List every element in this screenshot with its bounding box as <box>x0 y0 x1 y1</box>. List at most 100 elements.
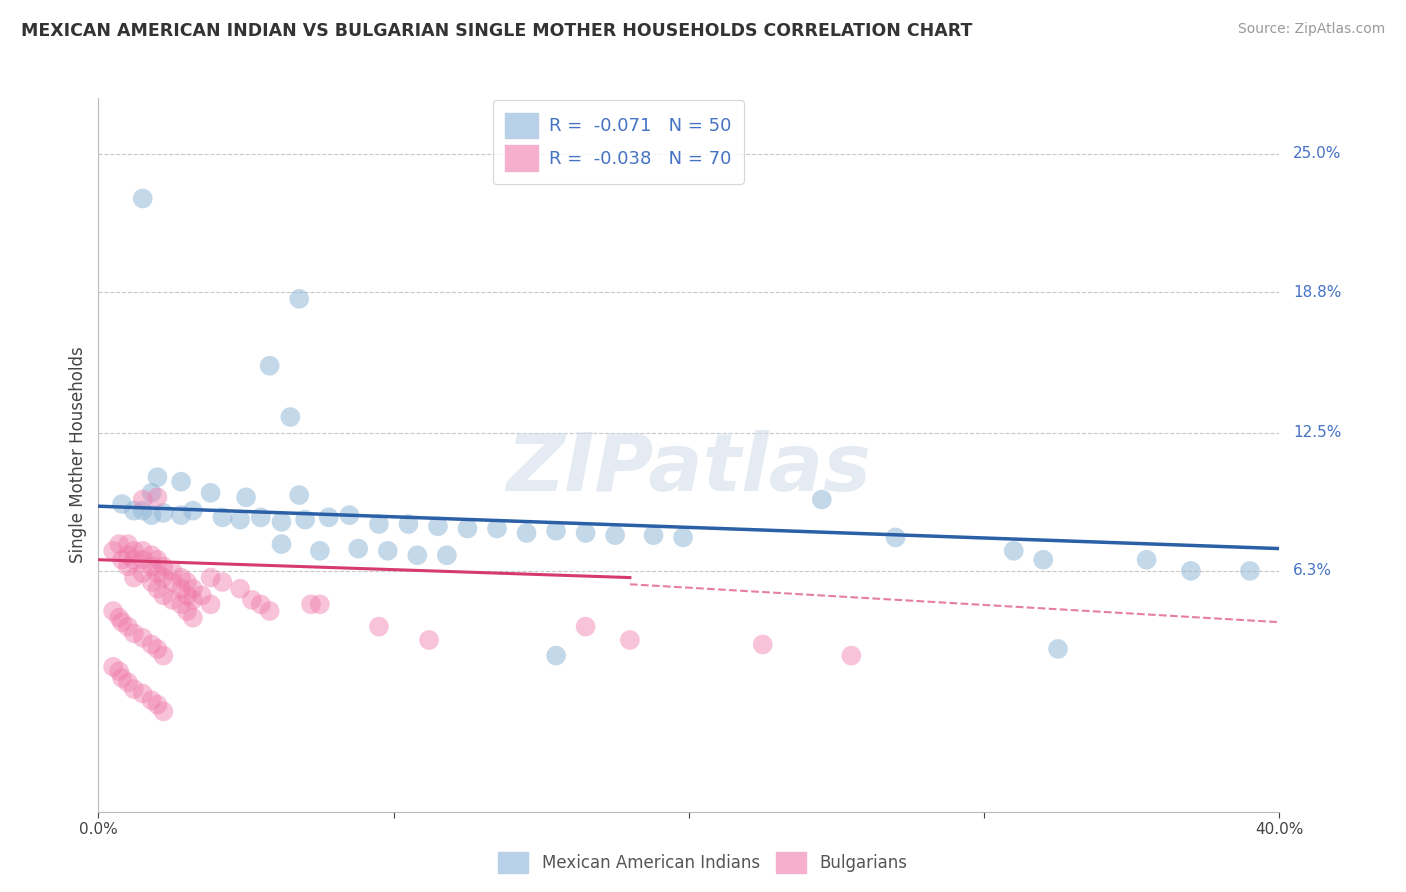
Point <box>117 537 139 551</box>
Point <box>396 516 419 531</box>
Point <box>111 671 134 685</box>
Point <box>337 508 360 523</box>
Point <box>259 604 281 618</box>
Point <box>108 664 131 679</box>
Point <box>368 619 391 633</box>
Point <box>436 548 458 563</box>
Point <box>162 592 183 607</box>
Point <box>176 604 198 618</box>
Point <box>146 470 169 484</box>
Point <box>141 508 163 523</box>
Legend: Mexican American Indians, Bulgarians: Mexican American Indians, Bulgarians <box>492 846 914 880</box>
Point <box>103 604 125 618</box>
Point <box>117 548 139 563</box>
Text: Source: ZipAtlas.com: Source: ZipAtlas.com <box>1237 22 1385 37</box>
Point <box>486 521 509 535</box>
Point <box>211 574 233 589</box>
Point <box>152 589 174 603</box>
Point <box>132 566 155 581</box>
Point <box>132 631 155 645</box>
Point <box>122 544 145 558</box>
Point <box>240 592 263 607</box>
Point <box>132 552 155 567</box>
Point <box>619 633 641 648</box>
Point <box>1135 552 1157 567</box>
Point <box>368 516 391 531</box>
Point <box>117 619 139 633</box>
Point <box>1180 564 1202 578</box>
Point <box>181 592 204 607</box>
Point <box>176 589 198 603</box>
Point <box>122 571 145 585</box>
Point <box>117 675 139 690</box>
Point <box>181 503 204 517</box>
Point <box>751 637 773 651</box>
Point <box>152 506 174 520</box>
Point <box>181 582 204 596</box>
Point <box>152 705 174 719</box>
Point <box>299 598 322 612</box>
Text: 6.3%: 6.3% <box>1294 564 1333 578</box>
Point <box>211 510 233 524</box>
Point <box>170 571 193 585</box>
Text: 12.5%: 12.5% <box>1294 425 1341 440</box>
Point <box>146 490 169 504</box>
Point <box>294 512 316 526</box>
Point <box>141 485 163 500</box>
Point <box>200 571 222 585</box>
Point <box>643 528 665 542</box>
Point <box>418 633 440 648</box>
Point <box>141 574 163 589</box>
Text: 25.0%: 25.0% <box>1294 146 1341 161</box>
Point <box>278 410 302 425</box>
Point <box>406 548 429 563</box>
Point <box>170 508 193 523</box>
Text: MEXICAN AMERICAN INDIAN VS BULGARIAN SINGLE MOTHER HOUSEHOLDS CORRELATION CHART: MEXICAN AMERICAN INDIAN VS BULGARIAN SIN… <box>21 22 973 40</box>
Point <box>515 526 537 541</box>
Point <box>544 648 567 663</box>
Text: 18.8%: 18.8% <box>1294 285 1341 300</box>
Point <box>103 660 125 674</box>
Point <box>170 598 193 612</box>
Point <box>141 548 163 563</box>
Point <box>839 648 862 663</box>
Point <box>108 610 131 624</box>
Point <box>152 559 174 574</box>
Point <box>235 490 257 504</box>
Point <box>200 485 222 500</box>
Point <box>377 544 399 558</box>
Point <box>605 528 627 542</box>
Point <box>229 582 252 596</box>
Point <box>544 524 567 538</box>
Point <box>176 574 198 589</box>
Point <box>259 359 281 373</box>
Point <box>132 503 155 517</box>
Point <box>141 693 163 707</box>
Point <box>152 571 174 585</box>
Legend: R =  -0.071   N = 50, R =  -0.038   N = 70: R = -0.071 N = 50, R = -0.038 N = 70 <box>492 100 744 184</box>
Point <box>250 510 273 524</box>
Point <box>181 610 204 624</box>
Point <box>574 526 596 541</box>
Point <box>103 544 125 558</box>
Point <box>309 598 332 612</box>
Point <box>810 492 832 507</box>
Point <box>270 537 292 551</box>
Point <box>122 552 145 567</box>
Point <box>574 619 596 633</box>
Point <box>141 559 163 574</box>
Y-axis label: Single Mother Households: Single Mother Households <box>69 347 87 563</box>
Point <box>288 488 311 502</box>
Point <box>672 530 695 544</box>
Point <box>1046 642 1069 657</box>
Point <box>1032 552 1054 567</box>
Point <box>191 589 214 603</box>
Point <box>132 192 155 206</box>
Point <box>309 544 332 558</box>
Point <box>152 648 174 663</box>
Point <box>132 492 155 507</box>
Point <box>162 574 183 589</box>
Point <box>146 582 169 596</box>
Point <box>111 497 134 511</box>
Point <box>146 642 169 657</box>
